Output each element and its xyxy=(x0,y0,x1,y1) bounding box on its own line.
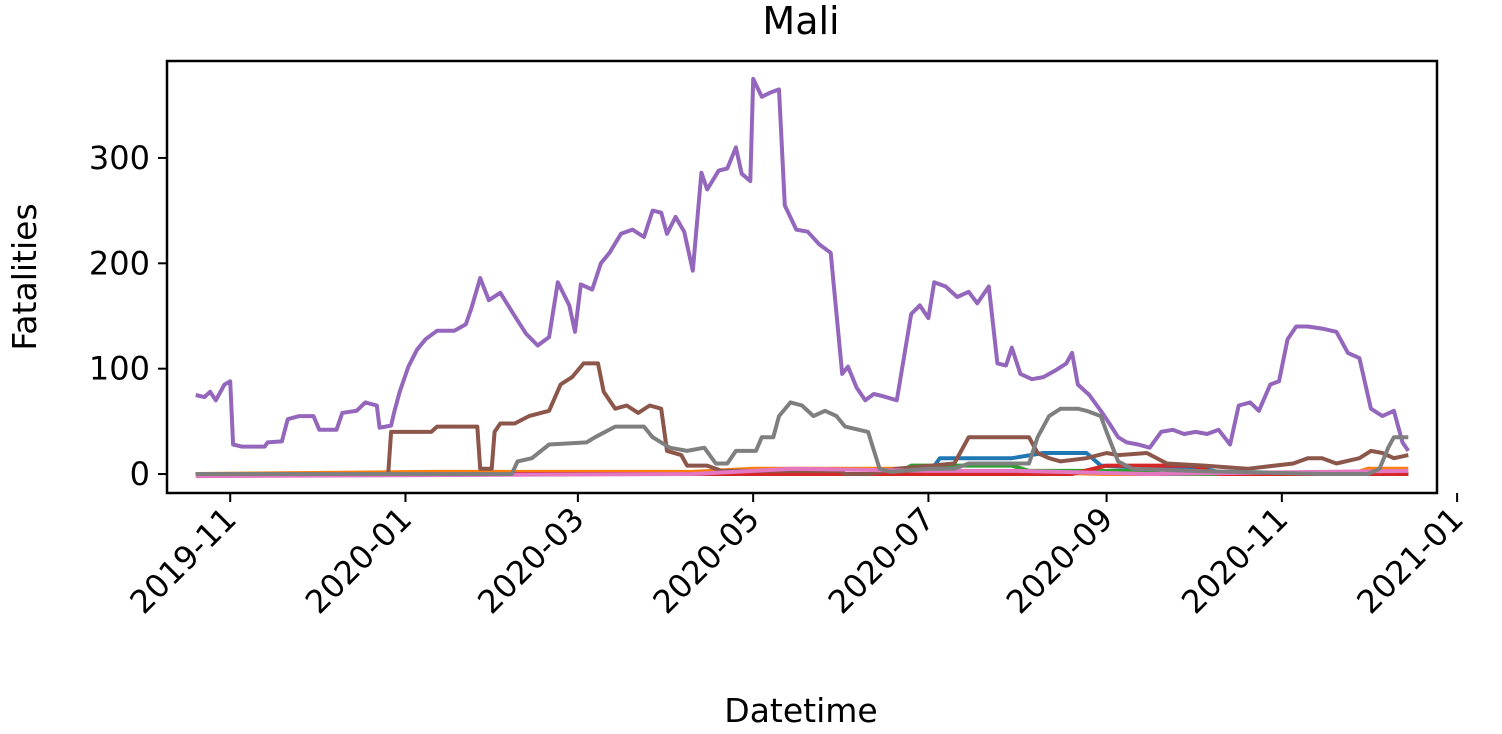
plot-area xyxy=(195,76,1410,479)
y-tick-label: 0 xyxy=(130,455,150,493)
series-line-7 xyxy=(195,466,1409,479)
chart-title: Mali xyxy=(762,0,839,43)
series-line-5 xyxy=(195,76,1410,453)
y-tick-label: 100 xyxy=(89,350,150,388)
plot-frame xyxy=(165,59,1439,495)
y-tick-label: 200 xyxy=(89,244,150,282)
y-tick-label: 300 xyxy=(89,139,150,177)
y-axis: 0 100 200 300 xyxy=(89,139,167,493)
series-line-8 xyxy=(195,400,1409,476)
y-axis-label: Fatalities xyxy=(5,203,44,350)
x-axis-label: Datetime xyxy=(724,691,877,730)
series-line-6 xyxy=(195,361,1409,476)
